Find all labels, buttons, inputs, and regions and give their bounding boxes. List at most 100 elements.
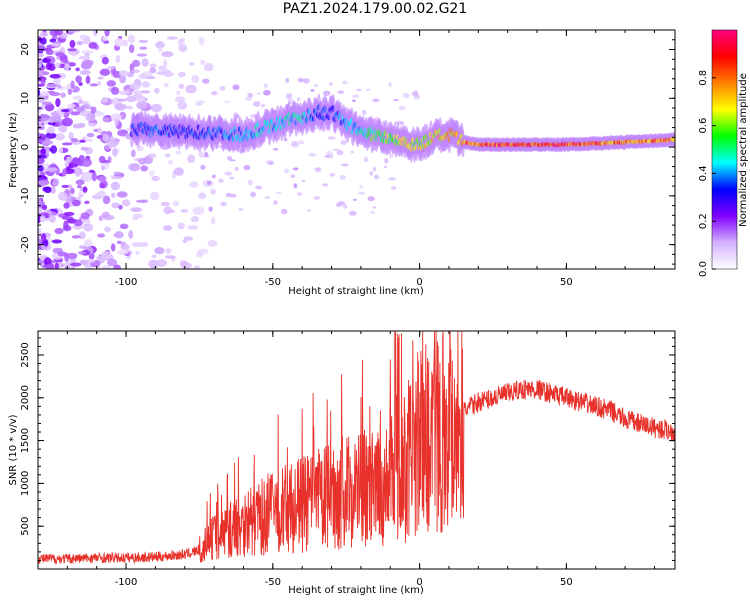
- spectrogram-noise-cell: [232, 84, 240, 91]
- spectrogram-noise-cell: [161, 51, 174, 58]
- spectrogram-noise-cell: [69, 262, 82, 267]
- spectrogram-noise-cell: [44, 103, 55, 112]
- spectrogram-noise-cell: [40, 148, 47, 155]
- spectrogram-noise-cell: [290, 174, 296, 179]
- spectrogram-noise-cell: [135, 95, 146, 103]
- spectrogram-noise-cell: [81, 49, 94, 55]
- spectrogram-noise-cell: [322, 90, 331, 96]
- spectrogram-noise-cell: [111, 192, 116, 199]
- spectrogram-noise-cell: [151, 254, 157, 259]
- spectrogram-noise-cell: [255, 185, 263, 190]
- spectrogram-noise-cell: [39, 133, 46, 141]
- spectrogram-noise-cell: [149, 67, 157, 74]
- spectrogram-noise-cell: [207, 240, 218, 247]
- spectrogram-noise-cell: [57, 125, 68, 133]
- spectrogram-noise-cell: [284, 138, 288, 142]
- spectrogram-noise-cell: [200, 164, 206, 171]
- spectrogram-noise-cell: [207, 180, 212, 185]
- spectrogram-noise-cell: [78, 194, 83, 199]
- y-tick-label: -20: [20, 236, 31, 252]
- spectrogram-noise-cell: [261, 104, 266, 108]
- colorbar: 0.0 0.2 0.4 0.6 0.8 Normalized spectral ampl…: [698, 29, 749, 277]
- spectrogram-noise-cell: [389, 153, 394, 158]
- spectrogram-noise-cell: [67, 184, 73, 189]
- spectrogram-noise-cell: [96, 81, 102, 87]
- spectrogram-noise-cell: [180, 209, 189, 213]
- spectrogram-noise-cell: [112, 148, 118, 157]
- spectrogram-noise-cell: [369, 171, 374, 176]
- spectrogram-noise-cell: [84, 138, 94, 142]
- spectrogram-noise-cell: [308, 152, 316, 157]
- spectrogram-noise-cell: [82, 172, 95, 179]
- spectrogram-noise-cell: [61, 142, 73, 146]
- spectrogram-noise-cell: [298, 140, 305, 145]
- spectrogram-noise-cell: [128, 230, 134, 239]
- spectrogram-noise-cell: [72, 123, 83, 129]
- spectrogram-noise-cell: [38, 139, 43, 143]
- spectrogram-noise-cell: [399, 120, 404, 126]
- x-tick-label: 50: [560, 277, 573, 288]
- spectrogram-noise-cell: [101, 265, 112, 269]
- spectrogram-noise-cell: [178, 71, 186, 78]
- spectrogram-noise-cell: [164, 255, 176, 259]
- snr-series-line: [38, 331, 675, 566]
- colorbar-tick-label: 0.2: [698, 213, 709, 229]
- spectrogram-noise-cell: [163, 206, 173, 215]
- spectrogram-noise-cell: [99, 68, 111, 76]
- spectrogram-noise-cell: [313, 196, 321, 200]
- spectrogram-noise-cell: [71, 235, 81, 239]
- spectrogram-noise-cell: [116, 249, 129, 255]
- spectrogram-noise-cell: [40, 77, 46, 86]
- y-tick-label: 20: [20, 43, 31, 56]
- spectrogram-noise-cell: [47, 125, 56, 134]
- spectrogram-noise-cell: [167, 160, 174, 165]
- spectrogram-noise-cell: [223, 100, 232, 103]
- spectrogram-noise-cell: [292, 167, 299, 171]
- colorbar-tick-label: 0.8: [698, 70, 709, 86]
- spectrogram-noise-cell: [135, 199, 148, 203]
- spectrogram-noise-cell: [190, 215, 200, 223]
- spectrogram-noise-cell: [100, 165, 106, 171]
- spectrogram-noise-cell: [185, 84, 197, 94]
- spectrogram-noise-cell: [178, 83, 185, 89]
- spectrogram-noise-cell: [183, 236, 194, 241]
- spectrogram-noise-cell: [158, 46, 163, 53]
- spectrogram-noise-cell: [87, 122, 97, 127]
- spectrogram-noise-cell: [352, 94, 360, 99]
- spectrogram-noise-cell: [210, 91, 218, 96]
- spectrogram-noise-cell: [370, 210, 375, 215]
- spectrogram-noise-cell: [193, 265, 201, 269]
- spectrogram-noise-cell: [58, 146, 64, 154]
- spectrogram-noise-cell: [296, 192, 303, 196]
- spectrogram-noise-cell: [293, 183, 298, 189]
- spectrogram-noise-cell: [340, 139, 347, 146]
- spectrogram-noise-cell: [130, 149, 136, 158]
- spectrogram-noise-cell: [39, 215, 46, 223]
- spectrogram-noise-cell: [154, 247, 165, 255]
- spectrogram-noise-cell: [38, 52, 45, 58]
- spectrogram-noise-cell: [340, 163, 349, 167]
- spectrogram-noise-cell: [247, 179, 253, 186]
- spectrogram-noise-cell: [131, 89, 141, 94]
- spectrogram-noise-cell: [104, 226, 111, 233]
- spectrogram-noise-cell: [67, 88, 72, 96]
- spectrogram-noise-cell: [78, 56, 91, 60]
- spectrogram-noise-cell: [297, 97, 301, 102]
- spectrogram-noise-cell: [367, 196, 375, 202]
- spectrogram-noise-cell: [70, 111, 81, 116]
- spectrogram-noise-cell: [118, 204, 123, 210]
- spectrogram-noise-cell: [187, 154, 196, 164]
- spectrogram-noise-cell: [147, 153, 157, 158]
- spectrogram-noise-cell: [63, 202, 70, 209]
- spectrogram-noise-cell: [131, 59, 141, 68]
- spectrogram-noise-cell: [44, 263, 55, 269]
- spectrogram-noise-cell: [372, 166, 377, 172]
- spectrogram-noise-cell: [310, 89, 315, 92]
- y-tick-label: 2000: [20, 385, 31, 410]
- spectrogram-noise-cell: [113, 38, 125, 47]
- spectrogram-noise-cell: [70, 187, 75, 195]
- spectrogram-noise-cell: [196, 252, 204, 258]
- spectrogram-noise-cell: [252, 101, 261, 107]
- spectrogram-noise-cell: [99, 183, 106, 189]
- spectrogram-noise-cell: [45, 49, 54, 56]
